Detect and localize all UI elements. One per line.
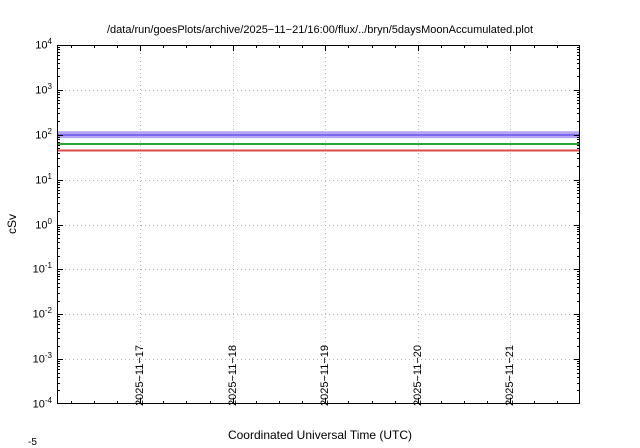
x-tick-label: 2025−11−17 [134,345,147,406]
plot-title: /data/run/goesPlots/archive/2025−11−21/1… [106,24,533,36]
plot-frame [57,45,580,404]
y-tick-label: 104 [35,37,52,52]
y-tick-label: 10-4 [32,396,52,411]
x-tick-label: 2025−11−19 [319,345,332,406]
y-tick-label: 10-2 [32,306,52,321]
y-tick-label: 100 [35,216,52,232]
x-axis-label: Coordinated Universal Time (UTC) [227,428,413,442]
x-tick-label: 2025−11−21 [504,345,517,406]
y-tick-label: 102 [35,126,52,142]
clipped-label-fragment: -5 [28,437,37,448]
x-tick-label: 2025−11−18 [226,345,239,406]
y-tick-label: 10-1 [32,261,52,277]
y-tick-label: 10-3 [32,351,52,366]
y-tick-label: 101 [35,171,52,187]
y-tick-label: 103 [35,81,52,97]
x-tick-label: 2025−11−20 [411,345,424,406]
